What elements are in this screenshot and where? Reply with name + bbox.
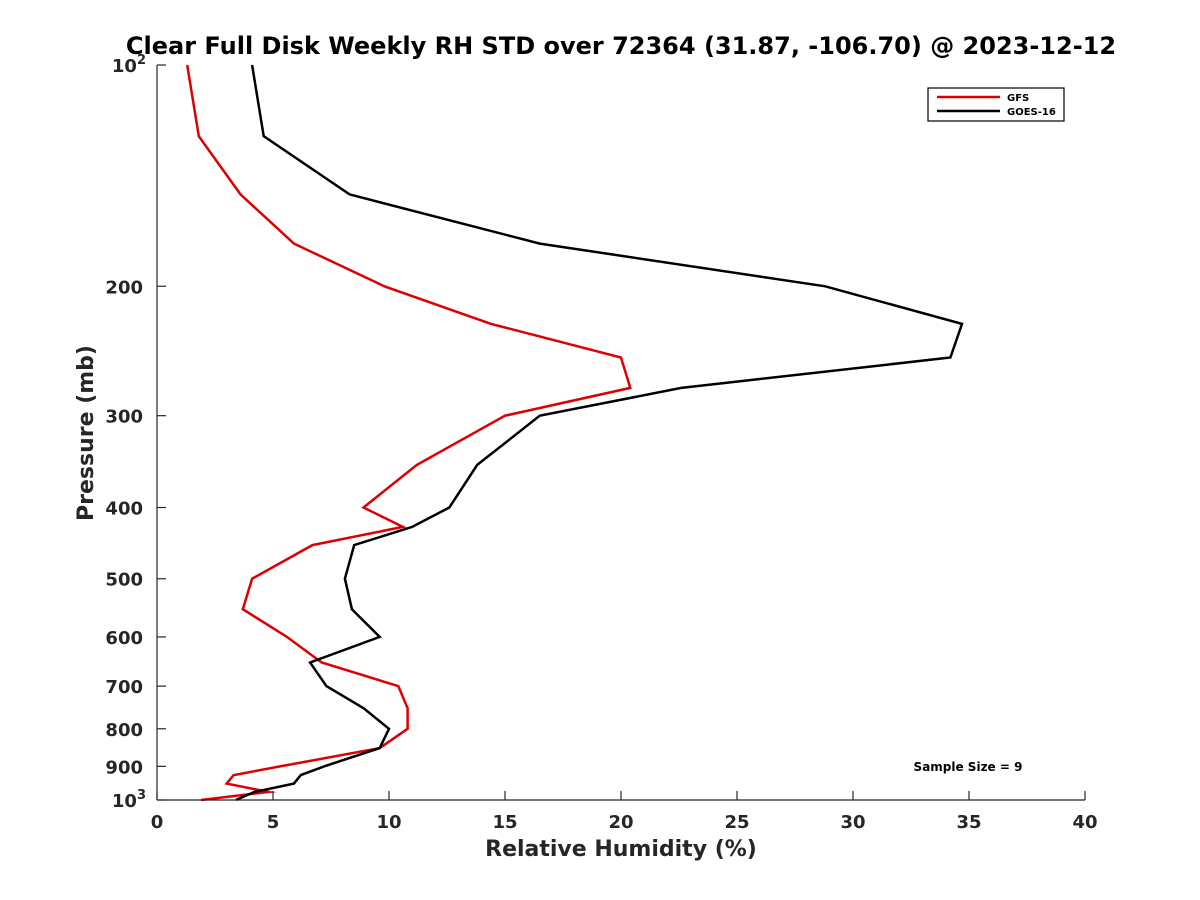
series-line-gfs [185, 64, 632, 802]
y-tick-label: 300 [105, 407, 143, 428]
y-tick-label: 600 [105, 628, 143, 649]
x-tick-label: 15 [492, 812, 517, 833]
sample-size-annotation: Sample Size = 9 [914, 760, 1023, 774]
chart-title: Clear Full Disk Weekly RH STD over 72364… [126, 32, 1116, 60]
x-tick-label: 5 [267, 812, 280, 833]
y-tick-label: 700 [105, 677, 143, 698]
y-axis-label: Pressure (mb) [74, 345, 99, 521]
series-line-goes-16 [235, 64, 964, 802]
plot-area [185, 64, 964, 802]
x-tick-label: 30 [840, 812, 865, 833]
y-tick-label: 200 [105, 277, 143, 298]
x-tick-label: 20 [608, 812, 633, 833]
y-tick-label: 900 [105, 757, 143, 778]
x-tick-label: 0 [151, 812, 164, 833]
y-tick-label: 103 [112, 788, 146, 812]
legend-label: GFS [1007, 93, 1029, 104]
axes: 0 5 10 15 20 25 30 35 40 102 200 300 400 500 600 700 800… [105, 53, 1097, 833]
legend-box [927, 87, 1065, 122]
legend-label: GOES-16 [1007, 107, 1056, 118]
x-tick-label: 25 [724, 812, 749, 833]
x-axis-label: Relative Humidity (%) [485, 837, 757, 862]
y-tick-label: 102 [112, 53, 146, 77]
y-tick-label: 400 [105, 499, 143, 520]
y-tick-label: 800 [105, 720, 143, 741]
y-tick-label: 500 [105, 570, 143, 591]
x-tick-label: 40 [1072, 812, 1097, 833]
x-tick-label: 10 [376, 812, 401, 833]
x-tick-label: 35 [956, 812, 981, 833]
legend: GFS GOES-16 [927, 87, 1065, 122]
